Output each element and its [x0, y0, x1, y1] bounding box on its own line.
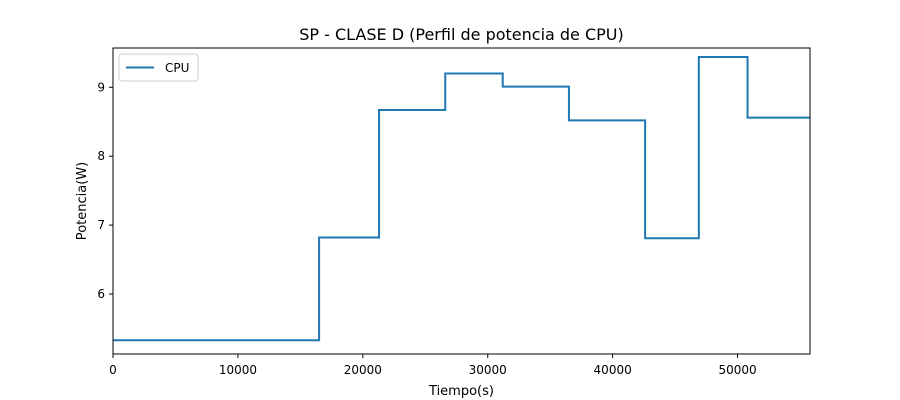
x-tick-label: 0 [109, 363, 117, 377]
axes-frame [112, 47, 811, 355]
series-line-cpu [113, 55, 810, 342]
x-tick-label: 40000 [594, 363, 632, 377]
y-tick-label: 6 [97, 287, 105, 301]
y-tick-label: 8 [97, 149, 105, 163]
legend-label-cpu: CPU [165, 61, 189, 75]
x-tick-label: 50000 [718, 363, 756, 377]
x-tick-label: 30000 [469, 363, 507, 377]
y-axis-label: Potencia(W) [75, 162, 90, 240]
x-axis: 0 10000 20000 30000 40000 50000 [109, 354, 757, 377]
legend-box [118, 53, 199, 82]
x-axis-label: Tiempo(s) [428, 384, 494, 399]
x-tick-label: 20000 [344, 363, 382, 377]
y-tick-label: 9 [97, 80, 105, 94]
y-axis: 6 7 8 9 [97, 80, 113, 301]
x-tick-label: 10000 [219, 363, 257, 377]
legend: CPU [118, 53, 199, 82]
chart-title: SP - CLASE D (Perfil de potencia de CPU) [299, 25, 624, 44]
plot-area [113, 55, 810, 342]
y-tick-label: 7 [97, 218, 105, 232]
